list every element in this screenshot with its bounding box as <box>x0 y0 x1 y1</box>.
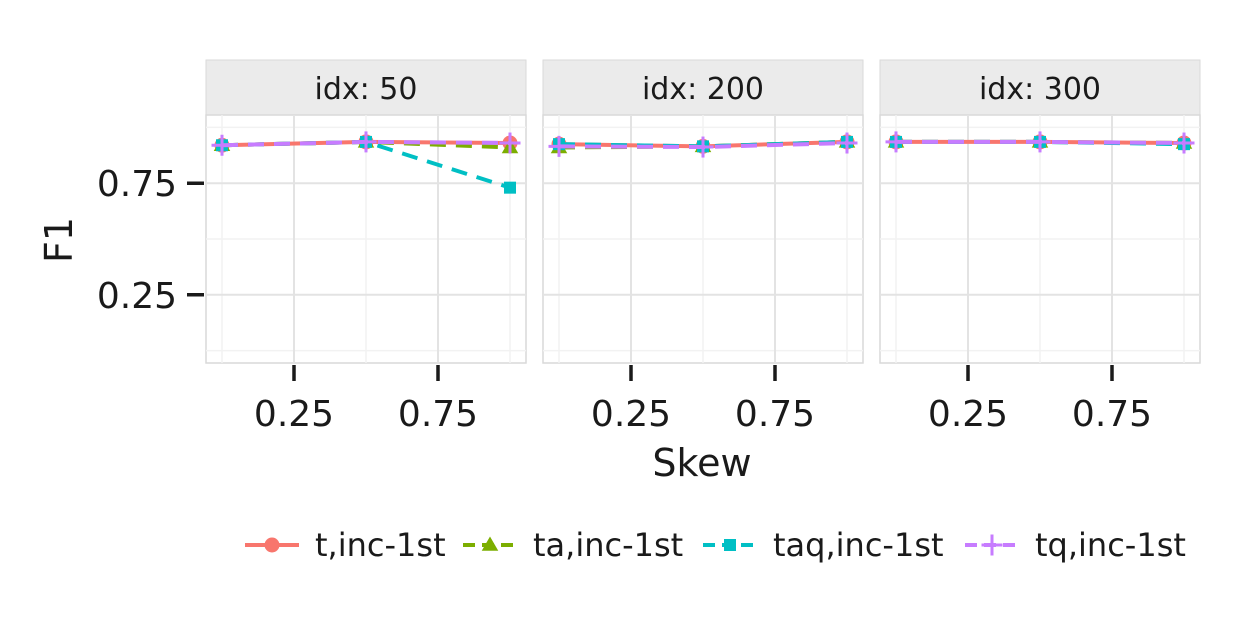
legend-label: tq,inc-1st <box>1035 526 1186 564</box>
x-tick-label: 0.75 <box>735 394 815 435</box>
facet-panels: idx: 50 0.25 0.75 idx: 200 0.25 0.75 idx: 300 0… <box>205 59 1201 435</box>
facet-strip <box>205 59 527 116</box>
legend-label: ta,inc-1st <box>533 526 683 564</box>
data-point <box>1173 132 1195 154</box>
legend-item: tq,inc-1st <box>965 526 1186 564</box>
y-axis: 0.25 0.75 <box>97 164 204 317</box>
facet-panel: idx: 50 0.25 0.75 <box>205 59 527 435</box>
legend-key-marker <box>724 539 736 551</box>
legend-item: taq,inc-1st <box>703 526 944 564</box>
data-point <box>504 181 516 194</box>
facet-strip-label: idx: 300 <box>979 72 1101 107</box>
legend-item: t,inc-1st <box>245 526 446 564</box>
facet-panel: idx: 200 0.25 0.75 <box>542 59 864 435</box>
data-point <box>692 136 714 158</box>
series-tq,inc-1st <box>885 131 1195 154</box>
series-tq,inc-1st <box>548 132 858 158</box>
x-tick-label: 0.25 <box>928 394 1008 435</box>
data-point <box>355 131 377 153</box>
data-point <box>885 131 907 153</box>
facet-strip-label: idx: 200 <box>642 72 764 107</box>
legend-item: ta,inc-1st <box>463 526 683 564</box>
data-point <box>1029 131 1051 153</box>
legend-label: taq,inc-1st <box>773 526 944 564</box>
legend-key-marker <box>481 536 499 551</box>
legend-key-marker <box>264 537 280 553</box>
x-tick-label: 0.25 <box>254 394 334 435</box>
facet-panel: idx: 300 0.25 0.75 <box>879 59 1201 435</box>
data-point <box>836 132 858 154</box>
series-tq,inc-1st <box>211 131 521 156</box>
x-axis-title: Skew <box>652 441 751 485</box>
y-tick-label: 0.25 <box>97 276 177 317</box>
x-tick-label: 0.75 <box>398 394 478 435</box>
x-tick-label: 0.75 <box>1072 394 1152 435</box>
legend-label: t,inc-1st <box>315 526 446 564</box>
data-point <box>548 135 570 157</box>
facet-strip <box>879 59 1201 116</box>
data-point <box>499 132 521 154</box>
legend-key-marker <box>981 534 1003 556</box>
facet-strip-label: idx: 50 <box>315 72 418 107</box>
y-tick-label: 0.75 <box>97 164 177 205</box>
x-tick-label: 0.25 <box>591 394 671 435</box>
data-point <box>211 134 233 156</box>
legend: t,inc-1st ta,inc-1st taq,inc-1st tq,inc-1st <box>245 526 1186 564</box>
y-axis-title: F1 <box>37 217 81 263</box>
